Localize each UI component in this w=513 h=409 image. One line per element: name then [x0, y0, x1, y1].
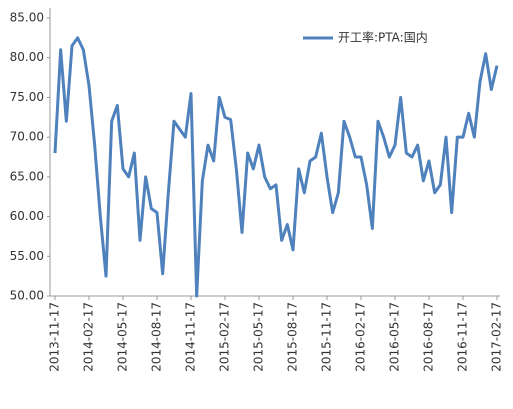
x-tick-label: 2015-02-17: [218, 302, 232, 372]
y-tick-label: 65.00: [10, 169, 44, 183]
x-tick-label: 2013-11-17: [48, 302, 62, 372]
line: [53, 36, 499, 298]
y-tick-label: 80.00: [10, 50, 44, 64]
x-tick-label: 2016-11-17: [456, 302, 470, 372]
x-tick-label: 2014-05-17: [116, 302, 130, 372]
y-tick-label: 60.00: [10, 209, 44, 223]
y-tick-label: 70.00: [10, 130, 44, 144]
y-tick-label: 50.00: [10, 289, 44, 303]
x-tick-label: 2014-11-17: [184, 302, 198, 372]
y-tick-label: 75.00: [10, 90, 44, 104]
x-tick-label: 2015-11-17: [320, 302, 334, 372]
y-tick-label: 55.00: [10, 249, 44, 263]
y-tick-label: 85.00: [10, 11, 44, 25]
x-tick-label: 2016-08-17: [422, 302, 436, 372]
x-tick-label: 2016-05-17: [388, 302, 402, 372]
x-tick-label: 2014-02-17: [82, 302, 96, 372]
x-tick-label: 2016-02-17: [354, 302, 368, 372]
x-tick-label: 2014-08-17: [150, 302, 164, 372]
x-tick-label: 2015-08-17: [286, 302, 300, 372]
x-tick-label: 2017-02-17: [490, 302, 504, 372]
legend-label: 开工率:PTA:国内: [338, 30, 428, 45]
x-tick-label: 2015-05-17: [252, 302, 266, 372]
